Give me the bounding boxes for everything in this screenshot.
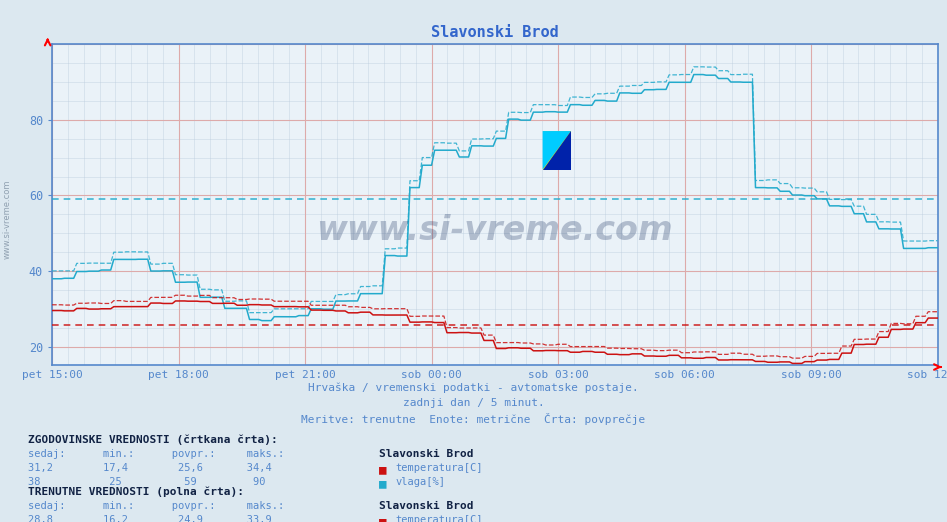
Text: Slavonski Brod: Slavonski Brod (379, 449, 474, 459)
Text: Slavonski Brod: Slavonski Brod (379, 501, 474, 511)
Text: sedaj:      min.:      povpr.:     maks.:: sedaj: min.: povpr.: maks.: (28, 501, 285, 511)
Text: vlaga[%]: vlaga[%] (396, 477, 446, 487)
Bar (543, 131, 571, 170)
Text: TRENUTNE VREDNOSTI (polna črta):: TRENUTNE VREDNOSTI (polna črta): (28, 487, 244, 497)
Text: ■: ■ (379, 515, 386, 522)
Text: 38           25          59         90: 38 25 59 90 (28, 477, 266, 487)
Text: 31,2        17,4        25,6       34,4: 31,2 17,4 25,6 34,4 (28, 463, 272, 473)
Text: Meritve: trenutne  Enote: metrične  Črta: povprečje: Meritve: trenutne Enote: metrične Črta: … (301, 413, 646, 425)
Text: Hrvaška / vremenski podatki - avtomatske postaje.: Hrvaška / vremenski podatki - avtomatske… (308, 382, 639, 393)
Text: zadnji dan / 5 minut.: zadnji dan / 5 minut. (402, 398, 545, 408)
Text: www.si-vreme.com: www.si-vreme.com (3, 180, 12, 259)
Title: Slavonski Brod: Slavonski Brod (431, 26, 559, 40)
Text: ■: ■ (379, 463, 386, 476)
Text: temperatura[C]: temperatura[C] (396, 463, 483, 473)
Text: ■: ■ (379, 477, 386, 490)
Polygon shape (543, 131, 571, 170)
Text: www.si-vreme.com: www.si-vreme.com (316, 214, 673, 247)
Text: 28,8        16,2        24,9       33,9: 28,8 16,2 24,9 33,9 (28, 515, 272, 522)
Text: sedaj:      min.:      povpr.:     maks.:: sedaj: min.: povpr.: maks.: (28, 449, 285, 459)
Text: ZGODOVINSKE VREDNOSTI (črtkana črta):: ZGODOVINSKE VREDNOSTI (črtkana črta): (28, 434, 278, 445)
Text: temperatura[C]: temperatura[C] (396, 515, 483, 522)
Polygon shape (543, 131, 571, 170)
